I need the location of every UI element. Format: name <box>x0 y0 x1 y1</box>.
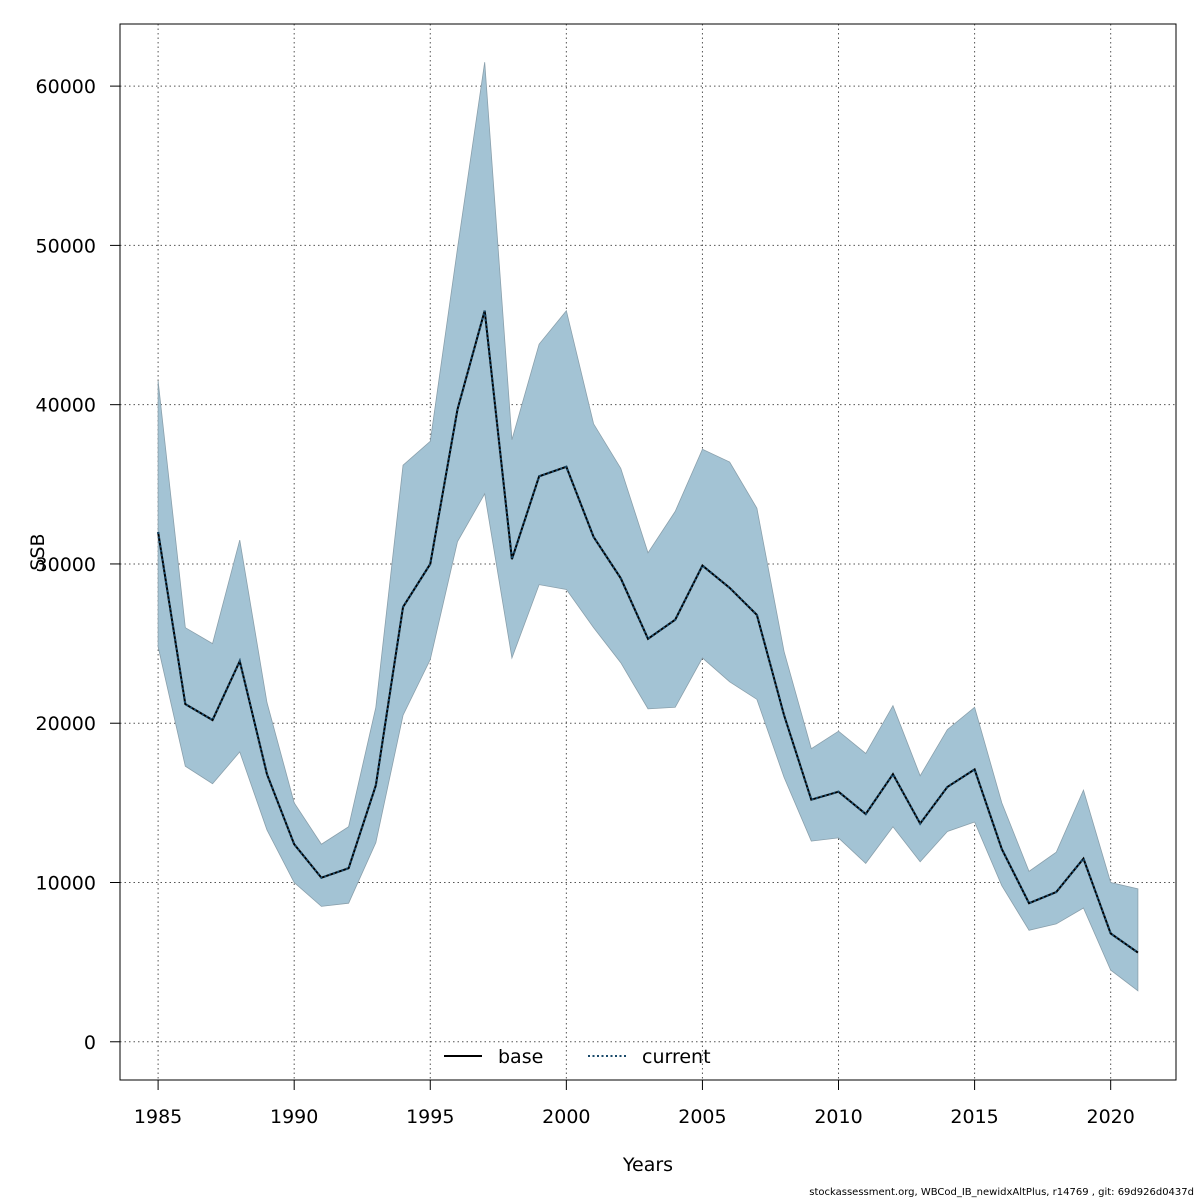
series-lines <box>157 310 1139 954</box>
x-axis: 1985 1990 1995 2000 2005 2010 2015 2020 <box>134 1079 1135 1128</box>
x-tick-label-2015: 2015 <box>950 1106 998 1128</box>
x-axis-title: Years <box>622 1154 673 1176</box>
footer-credit: stockassessment.org, WBCod_IB_newidxAltP… <box>809 1187 1194 1198</box>
x-tick-label-2010: 2010 <box>814 1106 862 1128</box>
x-tick-label-2000: 2000 <box>542 1106 590 1128</box>
series-line-current <box>157 310 1139 954</box>
y-tick-label-10000: 10000 <box>36 872 96 894</box>
legend: base current <box>444 1046 711 1068</box>
x-tick-label-2020: 2020 <box>1087 1106 1135 1128</box>
y-tick-label-0: 0 <box>84 1032 96 1054</box>
legend-label-current: current <box>642 1046 711 1068</box>
x-tick-label-2005: 2005 <box>678 1106 726 1128</box>
y-axis: 0 10000 20000 30000 40000 50000 60000 <box>36 76 121 1054</box>
y-tick-label-60000: 60000 <box>36 76 96 98</box>
y-axis-title: SSB <box>27 533 49 570</box>
y-tick-label-20000: 20000 <box>36 713 96 735</box>
y-tick-label-50000: 50000 <box>36 235 96 257</box>
y-tick-label-40000: 40000 <box>36 395 96 417</box>
legend-label-base: base <box>498 1046 543 1068</box>
confidence-band <box>157 62 1139 992</box>
y-tick-label-30000: 30000 <box>36 554 96 576</box>
x-tick-label-1995: 1995 <box>406 1106 454 1128</box>
x-tick-label-1985: 1985 <box>134 1106 182 1128</box>
x-tick-label-1990: 1990 <box>270 1106 318 1128</box>
